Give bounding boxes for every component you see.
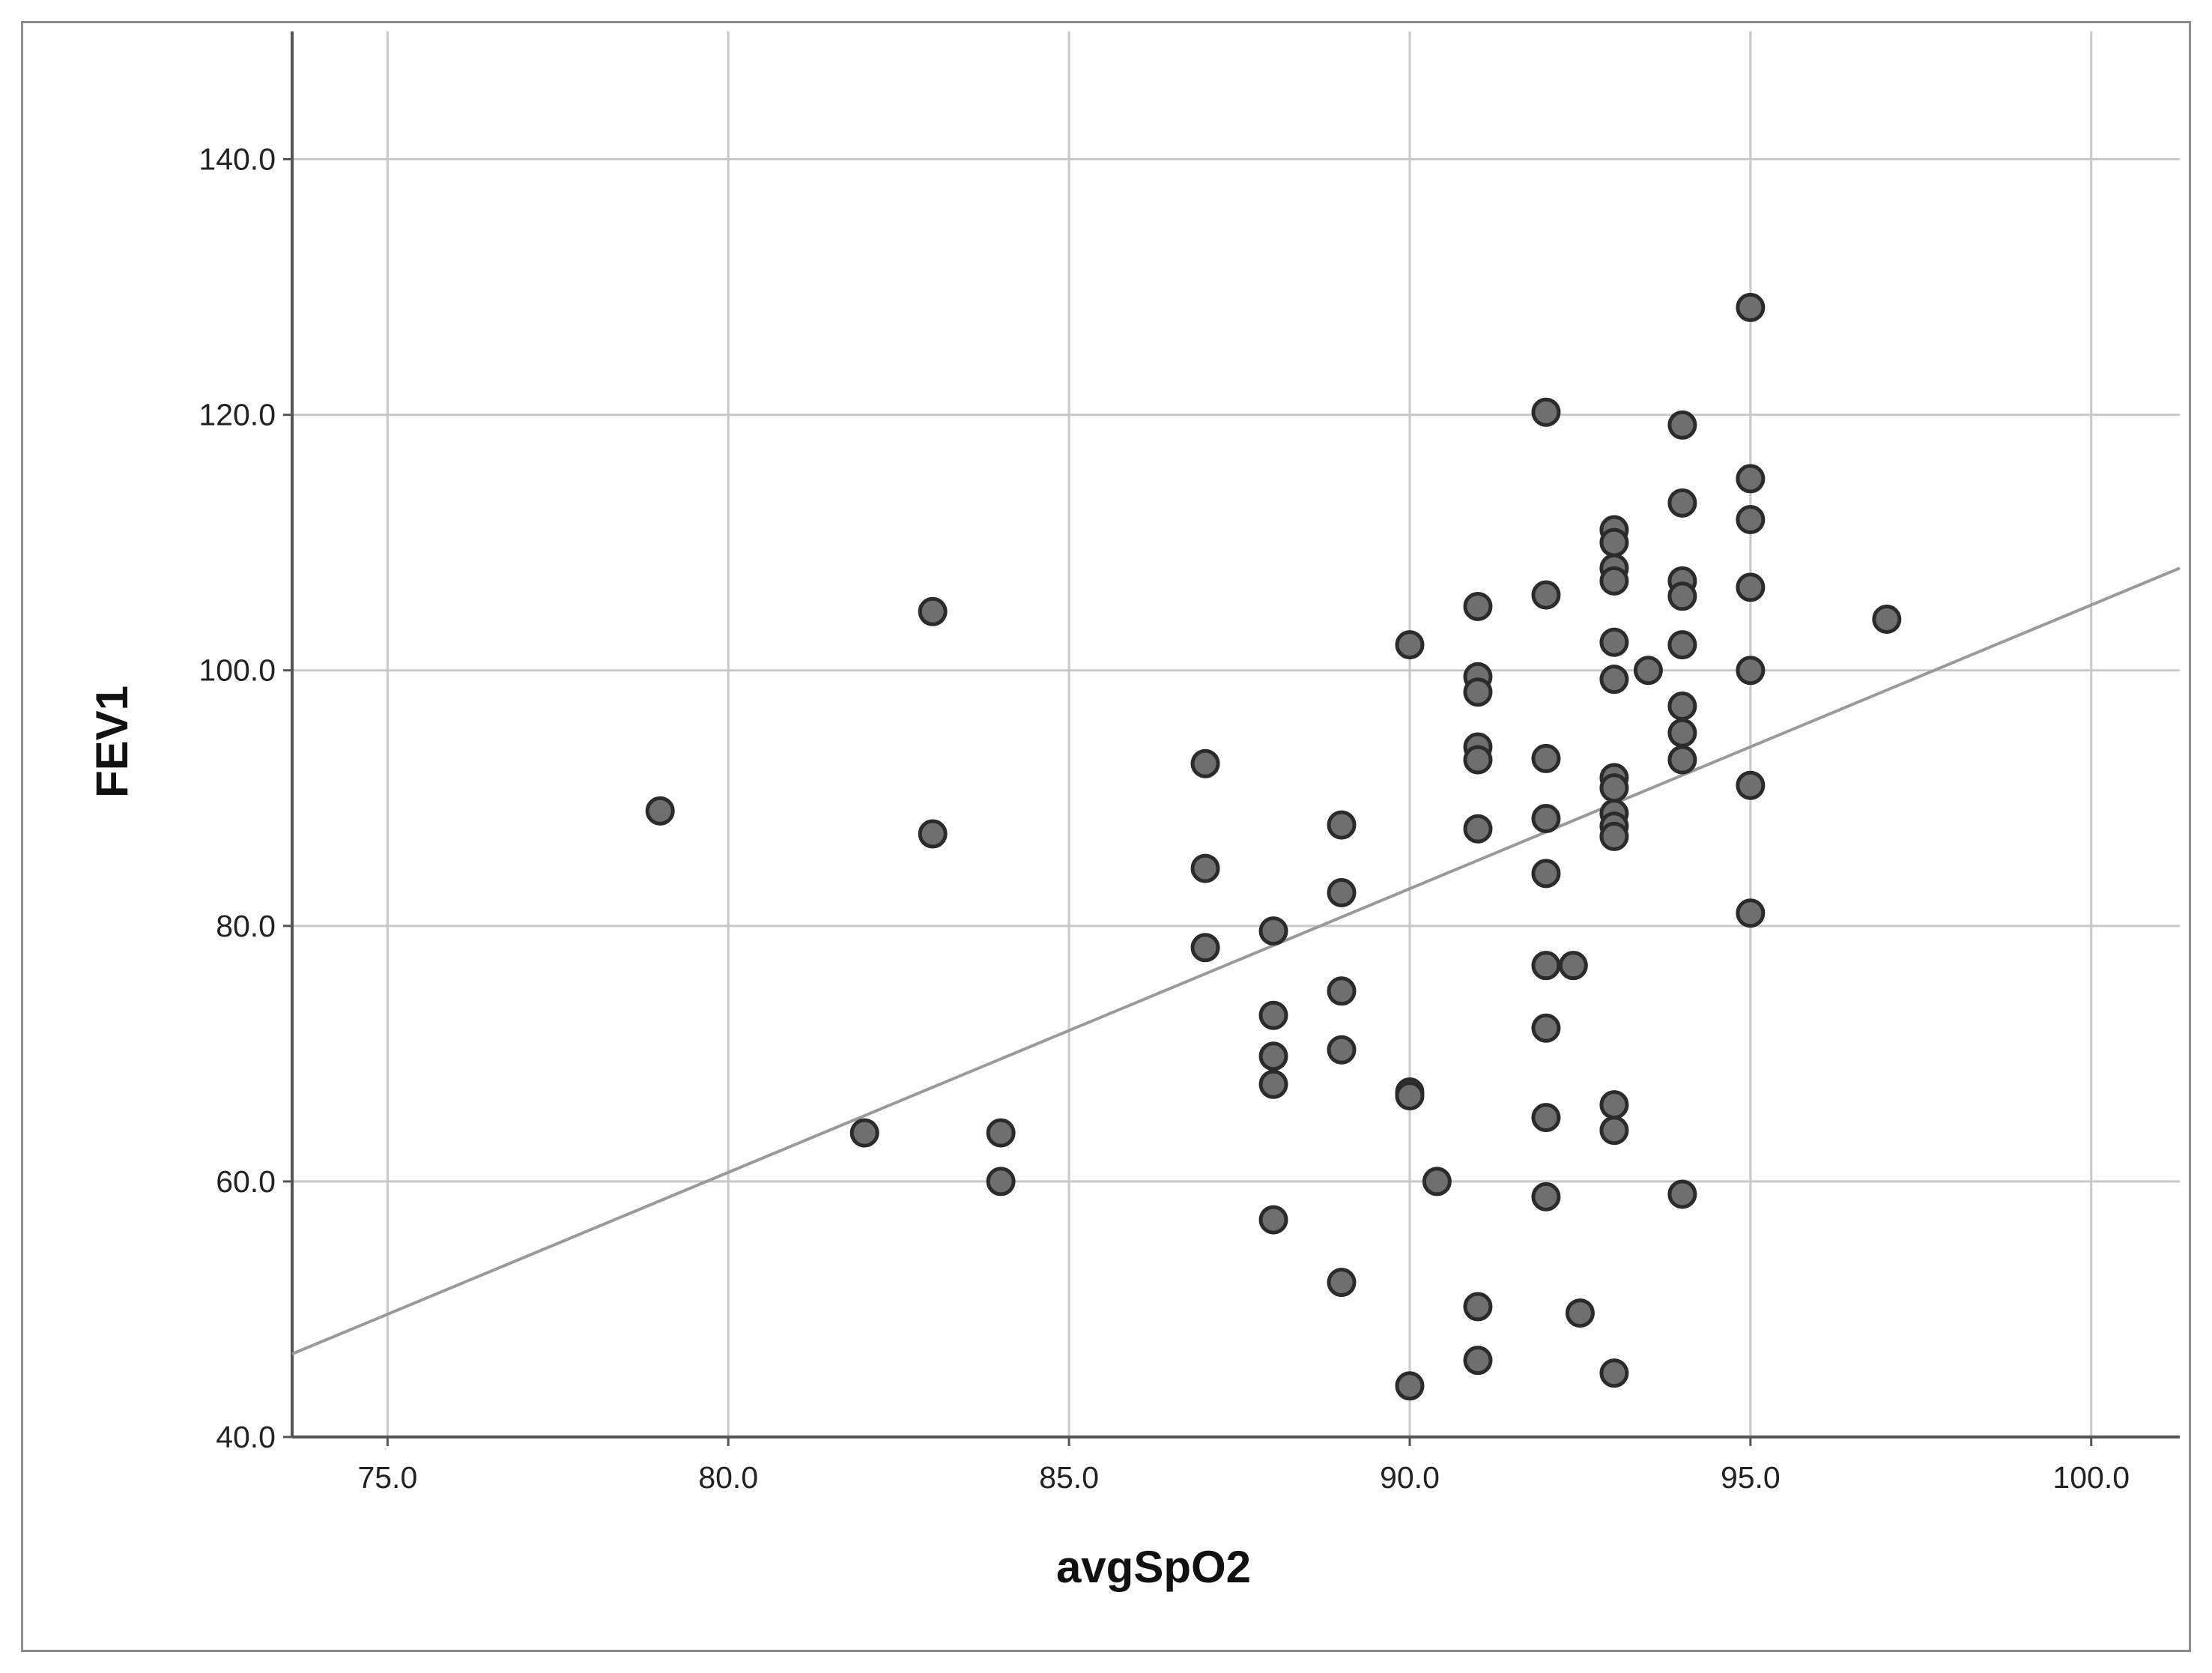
- scatter-point: [1667, 1179, 1697, 1209]
- scatter-point: [1463, 1292, 1493, 1322]
- scatter-point: [1258, 1000, 1288, 1030]
- scatter-point: [1531, 804, 1561, 834]
- axes: [283, 31, 2180, 1446]
- scatter-point: [1531, 743, 1561, 773]
- x-tick-label: 75.0: [357, 1460, 417, 1495]
- scatter-point: [1327, 1268, 1357, 1298]
- scatter-point: [1599, 665, 1629, 695]
- scatter-point: [1667, 691, 1697, 721]
- scatter-point: [1395, 1081, 1425, 1111]
- scatter-point: [1736, 898, 1766, 928]
- scatter-point: [918, 596, 948, 626]
- y-tick-label: 100.0: [199, 653, 276, 688]
- scatter-point: [1258, 1069, 1288, 1099]
- scatter-point: [849, 1118, 879, 1148]
- scatter-point: [1422, 1167, 1452, 1196]
- scatter-point: [1463, 814, 1493, 844]
- scatter-point: [1190, 853, 1220, 883]
- scatter-point: [645, 796, 675, 826]
- scatter-point: [1531, 1103, 1561, 1133]
- y-axis-title: FEV1: [87, 686, 137, 798]
- fit-line: [291, 566, 2181, 1355]
- scatter-point: [1395, 630, 1425, 660]
- scatter-point: [1667, 718, 1697, 748]
- scatter-point: [1258, 916, 1288, 946]
- grid-lines: [292, 31, 2180, 1437]
- scatter-point: [1599, 1116, 1629, 1146]
- scatter-point: [1736, 464, 1766, 494]
- scatter-point: [1531, 951, 1561, 981]
- y-tick-label: 120.0: [199, 398, 276, 432]
- y-tick-label: 60.0: [216, 1164, 276, 1199]
- scatter-point: [1463, 745, 1493, 775]
- scatter-point: [1736, 572, 1766, 602]
- scatter-point: [1667, 630, 1697, 660]
- scatter-point: [1395, 1371, 1425, 1401]
- scatter-point: [1258, 1041, 1288, 1071]
- scatter-point: [1258, 1205, 1288, 1235]
- scatter-point: [1558, 951, 1588, 981]
- scatter-point: [1327, 810, 1357, 840]
- scatter-point: [1599, 773, 1629, 803]
- fit-line-layer: [291, 566, 2181, 1355]
- x-axis-title: avgSpO2: [1056, 1542, 1251, 1592]
- scatter-point: [1599, 627, 1629, 657]
- x-tick-label: 100.0: [2052, 1460, 2130, 1495]
- scatter-point: [1599, 1090, 1629, 1120]
- scatter-point: [1463, 1346, 1493, 1376]
- scatter-point: [1599, 527, 1629, 557]
- scatter-point: [1633, 656, 1663, 686]
- x-tick-label: 90.0: [1380, 1460, 1440, 1495]
- scatter-point: [1327, 976, 1357, 1006]
- scatter-point: [918, 819, 948, 849]
- scatter-point: [1599, 566, 1629, 596]
- scatter-point: [1565, 1298, 1595, 1328]
- y-tick-label: 140.0: [199, 142, 276, 177]
- scatter-point: [1190, 748, 1220, 778]
- chart-frame: [21, 21, 2191, 1652]
- x-tick-label: 95.0: [1721, 1460, 1781, 1495]
- scatter-point: [1736, 656, 1766, 686]
- scatter-point: [1531, 859, 1561, 889]
- scatter-point: [986, 1167, 1016, 1196]
- scatter-point: [1531, 580, 1561, 610]
- scatter-point: [1872, 605, 1902, 635]
- scatter-point: [1736, 770, 1766, 800]
- scatter-point: [1190, 933, 1220, 963]
- data-points: [645, 292, 1902, 1401]
- scatter-point: [1327, 877, 1357, 907]
- tick-labels: 75.0 80.0 85.0 90.0 95.0 100.0 40.0 60.0 80.0 100…: [199, 142, 2130, 1495]
- x-tick-label: 80.0: [698, 1460, 758, 1495]
- scatter-point: [1667, 581, 1697, 611]
- scatter-point: [1667, 410, 1697, 440]
- scatter-point: [1736, 292, 1766, 322]
- x-tick-label: 85.0: [1039, 1460, 1099, 1495]
- scatter-point: [1667, 745, 1697, 775]
- scatter-point: [1327, 1035, 1357, 1065]
- scatter-point: [1463, 677, 1493, 707]
- scatter-point: [1736, 504, 1766, 534]
- scatter-point: [1531, 1182, 1561, 1211]
- scatter-point: [1531, 1013, 1561, 1043]
- scatter-point: [986, 1118, 1016, 1148]
- scatter-point: [1599, 821, 1629, 851]
- scatter-point: [1667, 488, 1697, 518]
- scatter-point: [1599, 1358, 1629, 1388]
- scatter-point: [1531, 397, 1561, 427]
- y-tick-label: 40.0: [216, 1420, 276, 1454]
- scatter-point: [1463, 591, 1493, 621]
- y-tick-label: 80.0: [216, 909, 276, 943]
